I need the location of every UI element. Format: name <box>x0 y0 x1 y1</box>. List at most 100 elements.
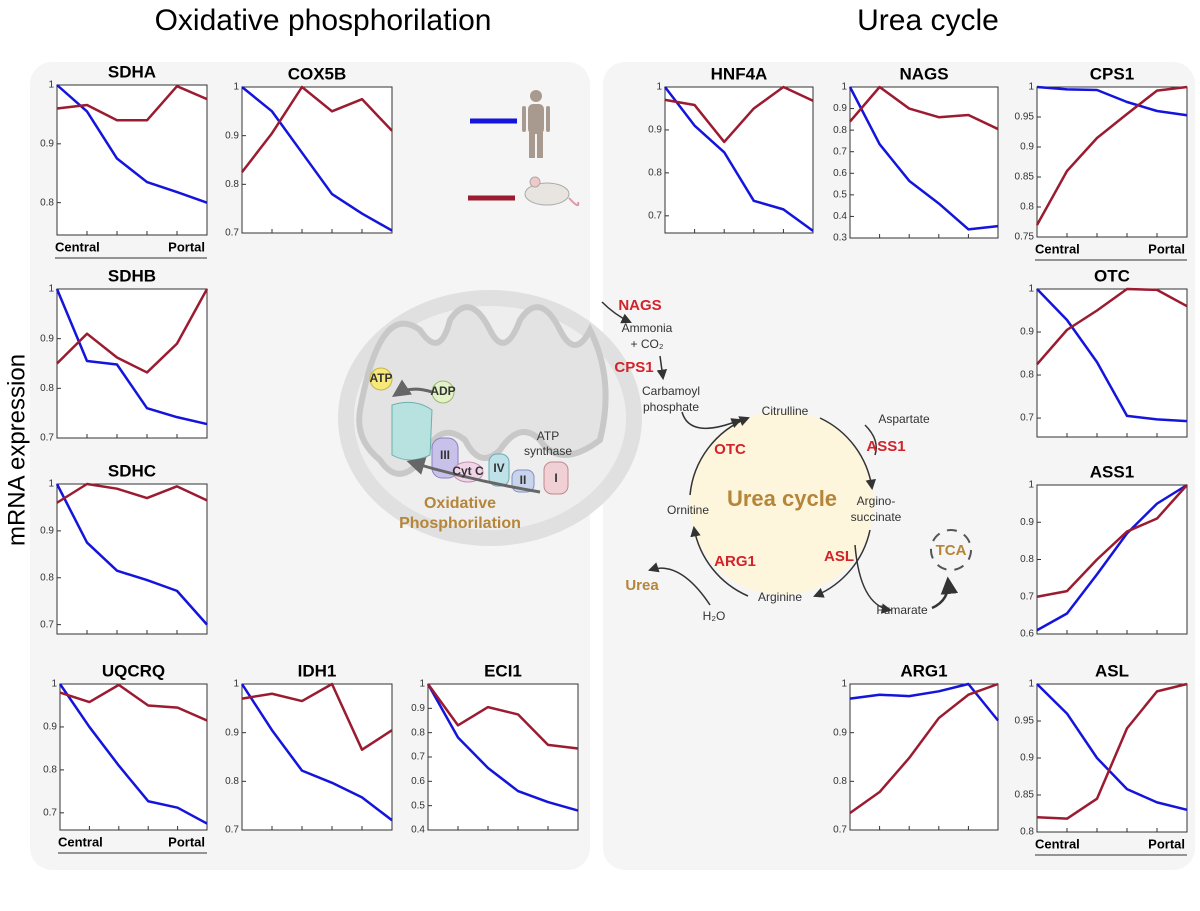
y-tick-label: 0.8 <box>40 383 54 394</box>
chart-title: ARG1 <box>900 661 947 680</box>
enzyme-label: CPS1 <box>614 359 653 376</box>
heading: Oxidative phosphorilation <box>155 4 492 37</box>
plot-frame <box>56 84 208 236</box>
metabolite-label: Urea <box>625 577 659 594</box>
y-tick-label: 0.7 <box>648 210 662 221</box>
complex-label: II <box>520 473 527 487</box>
y-tick-label: 0.5 <box>411 800 425 811</box>
y-tick-label: 0.8 <box>1020 370 1034 381</box>
left-panel <box>30 62 590 870</box>
y-tick-label: 1 <box>656 82 662 93</box>
complex-label: III <box>440 448 450 462</box>
y-tick-label: 0.9 <box>1020 517 1034 528</box>
plot-frame <box>849 86 999 239</box>
y-tick-label: 1 <box>1028 679 1034 690</box>
metabolite-label: TCA <box>936 542 967 559</box>
chart-title: IDH1 <box>298 661 337 680</box>
y-tick-label: 0.7 <box>40 433 54 444</box>
y-tick-label: 0.8 <box>40 572 54 583</box>
heading: Urea cycle <box>857 4 999 37</box>
plot-frame <box>427 683 579 831</box>
plot-frame <box>849 683 999 831</box>
series-line <box>1035 85 1188 226</box>
y-tick-label: 0.7 <box>43 807 57 818</box>
complex-label: ATP <box>537 429 559 443</box>
y-tick-label: 0.5 <box>833 189 847 200</box>
metabolite-label: Citrulline <box>762 404 809 418</box>
y-tick-label: 0.9 <box>225 727 239 738</box>
plot-frame <box>59 683 208 831</box>
mouse-icon <box>524 176 580 207</box>
series-line <box>664 86 814 232</box>
plot-frame <box>1036 86 1188 238</box>
series-line <box>240 683 393 822</box>
y-tick-label: 0.4 <box>411 825 425 836</box>
series-line <box>241 682 393 751</box>
series-line <box>56 288 209 374</box>
y-tick-label: 0.8 <box>40 197 54 208</box>
series-line <box>1036 288 1188 423</box>
metabolite-label: + CO₂ <box>631 337 664 351</box>
metabolite-label: Fumarate <box>876 603 928 617</box>
y-tick-label: 0.85 <box>1015 172 1035 183</box>
y-tick-label: 0.8 <box>1020 827 1034 838</box>
metabolite-label: phosphate <box>643 400 699 414</box>
zonation-label: Central <box>1035 241 1080 256</box>
y-tick-label: 0.9 <box>43 722 57 733</box>
y-tick-label: 0.9 <box>1020 753 1034 764</box>
enzyme-label: ARG1 <box>714 553 756 570</box>
plot-frame <box>241 86 393 234</box>
chart-title: SDHB <box>108 266 156 285</box>
enzyme-label: NAGS <box>618 297 661 314</box>
enzyme-label: OTC <box>714 441 746 458</box>
y-tick-label: 0.75 <box>1015 232 1035 243</box>
y-tick-label: 1 <box>841 82 847 93</box>
series-line <box>56 84 208 204</box>
y-tick-label: 0.7 <box>1020 591 1034 602</box>
y-tick-label: 0.9 <box>411 703 425 714</box>
cycle-label: Urea cycle <box>727 486 837 511</box>
chart-title: COX5B <box>288 64 347 83</box>
process-label: Phosphorilation <box>399 515 521 532</box>
series-line <box>1036 287 1188 366</box>
y-tick-label: 0.3 <box>833 233 847 244</box>
y-axis-label: mRNA expression <box>3 354 30 546</box>
enzyme-label: ASS1 <box>866 438 905 455</box>
y-tick-label: 0.95 <box>1015 112 1035 123</box>
oxphos-complexes <box>369 367 569 495</box>
complex-label: synthase <box>524 444 572 458</box>
y-tick-label: 0.8 <box>225 776 239 787</box>
series-line <box>1036 484 1188 598</box>
y-tick-label: 0.7 <box>411 752 425 763</box>
enzyme-label: ASL <box>824 548 854 565</box>
series-line <box>58 683 208 825</box>
y-tick-label: 0.8 <box>43 765 57 776</box>
y-tick-label: 0.8 <box>833 125 847 136</box>
series-line <box>241 86 393 232</box>
y-tick-label: 1 <box>48 479 54 490</box>
urea-cycle-diagram <box>601 301 972 614</box>
y-tick-label: 0.9 <box>1020 142 1034 153</box>
series-line <box>849 682 999 722</box>
series-line <box>55 288 208 426</box>
chart-title: CPS1 <box>1090 64 1134 83</box>
series-line <box>1036 682 1188 820</box>
y-tick-label: 1 <box>48 284 54 295</box>
y-tick-label: 0.8 <box>411 727 425 738</box>
chart-title: SDHA <box>108 62 156 81</box>
process-label: Oxidative <box>424 495 496 512</box>
y-tick-label: 1 <box>1028 82 1034 93</box>
y-tick-label: 1 <box>48 80 54 91</box>
y-tick-label: 0.7 <box>40 619 54 630</box>
y-tick-label: 0.7 <box>225 825 239 836</box>
chart-title: ASL <box>1095 661 1129 680</box>
y-tick-label: 1 <box>233 679 239 690</box>
metabolite-label: ADP <box>430 384 455 398</box>
zonation-label: Central <box>1035 836 1080 851</box>
y-tick-label: 0.85 <box>1015 790 1035 801</box>
series-line <box>426 683 579 812</box>
metabolite-label: Ornitine <box>667 503 709 517</box>
y-tick-label: 0.8 <box>833 776 847 787</box>
series-line <box>1036 483 1188 632</box>
plot-frame <box>1036 484 1188 635</box>
